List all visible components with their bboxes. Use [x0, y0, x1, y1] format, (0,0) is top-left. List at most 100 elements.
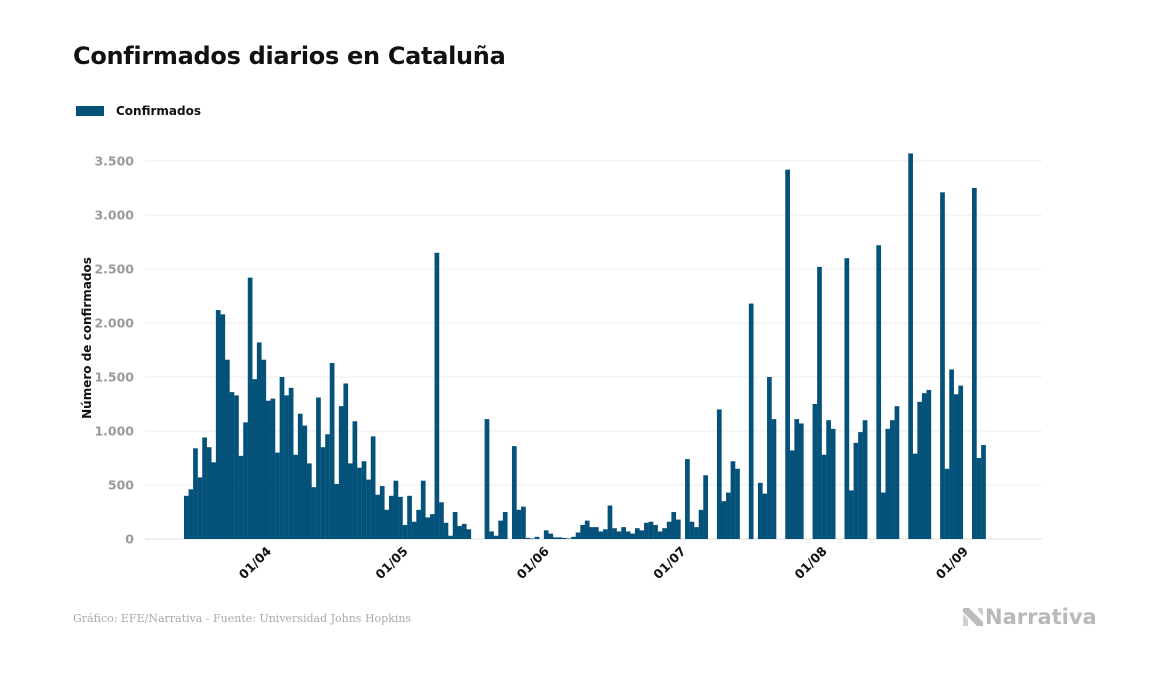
bar: [662, 528, 667, 539]
bar: [521, 506, 526, 539]
bar: [466, 529, 472, 539]
bar: [958, 385, 964, 539]
bar: [607, 505, 613, 539]
bar: [858, 432, 863, 539]
bar: [334, 483, 340, 539]
y-tick-label: 2.000: [94, 316, 134, 331]
bar: [243, 422, 248, 539]
bar: [849, 490, 854, 539]
bar: [452, 512, 458, 539]
bar: [612, 528, 617, 539]
y-tick-label: 500: [108, 478, 134, 493]
x-tick-label: 01/07: [650, 544, 688, 582]
bar: [826, 420, 831, 539]
bar: [794, 419, 800, 539]
bar: [238, 455, 244, 539]
bar: [593, 527, 599, 539]
bar: [439, 502, 444, 539]
bar: [275, 452, 280, 539]
bar: [685, 459, 690, 539]
bar: [562, 537, 567, 539]
bar: [498, 520, 503, 539]
x-tick-label: 01/06: [513, 543, 552, 582]
bar: [461, 523, 467, 539]
bar: [402, 524, 408, 539]
bar: [671, 512, 677, 539]
bar: [265, 400, 271, 539]
bar: [393, 480, 399, 539]
bar: [625, 531, 631, 539]
bar: [721, 501, 727, 539]
bar: [288, 387, 294, 539]
bar: [338, 406, 344, 539]
bar: [379, 486, 385, 539]
legend-label: Confirmados: [116, 104, 201, 118]
bar: [757, 482, 763, 539]
bar: [616, 531, 622, 539]
bar: [575, 532, 581, 539]
bars: [184, 153, 986, 540]
bar: [261, 359, 267, 539]
bar: [293, 454, 299, 539]
source-note: Gráfico: EFE/Narrativa - Fuente: Univers…: [73, 612, 412, 625]
bar: [726, 492, 731, 539]
bar: [785, 169, 790, 539]
bar: [926, 389, 932, 539]
bar: [566, 538, 572, 539]
bar: [981, 445, 986, 539]
bar: [653, 524, 658, 539]
legend-swatch: [76, 106, 104, 116]
bar: [484, 419, 490, 539]
bar: [384, 509, 390, 539]
bar: [489, 531, 494, 539]
y-tick-label: 0: [125, 532, 134, 547]
bar: [748, 303, 754, 539]
bar: [912, 453, 918, 539]
bar: [416, 509, 422, 539]
bar: [876, 245, 882, 540]
bar: [817, 266, 822, 539]
bar: [407, 495, 412, 539]
bar: [530, 538, 535, 539]
bar: [448, 535, 453, 539]
bar: [621, 527, 626, 539]
bar: [425, 517, 431, 539]
chart-title: Confirmados diarios en Cataluña: [73, 42, 506, 70]
bar: [443, 522, 449, 539]
x-axis-ticks: 01/04 01/05 01/06 01/07 01/08 01/09: [236, 543, 971, 582]
bar: [762, 493, 768, 539]
bar: [885, 428, 891, 539]
bar: [493, 535, 499, 539]
bar: [972, 188, 977, 539]
bar: [571, 536, 576, 539]
y-tick-label: 1.000: [94, 424, 134, 439]
bar: [256, 342, 262, 539]
bar: [411, 521, 417, 539]
bar: [830, 428, 836, 539]
bar: [184, 495, 189, 539]
bar: [357, 467, 362, 539]
bar: [252, 379, 258, 539]
narrativa-logo-icon: [963, 608, 983, 626]
y-tick-label: 3.000: [94, 208, 134, 223]
bar: [329, 362, 335, 539]
bar: [211, 462, 217, 539]
bar: [543, 530, 549, 539]
bar: [598, 531, 604, 539]
bar: [703, 475, 708, 539]
bar: [821, 454, 827, 539]
bar: [343, 383, 349, 539]
bar: [516, 509, 522, 539]
bar: [589, 527, 595, 539]
bar: [689, 521, 695, 539]
bar: [525, 537, 531, 539]
bar: [862, 420, 868, 539]
bar: [634, 528, 640, 539]
bar: [630, 533, 636, 539]
bar: [603, 529, 608, 539]
bar: [812, 404, 818, 539]
bar: [639, 530, 645, 539]
bar: [215, 310, 221, 539]
y-tick-label: 2.500: [94, 262, 134, 277]
